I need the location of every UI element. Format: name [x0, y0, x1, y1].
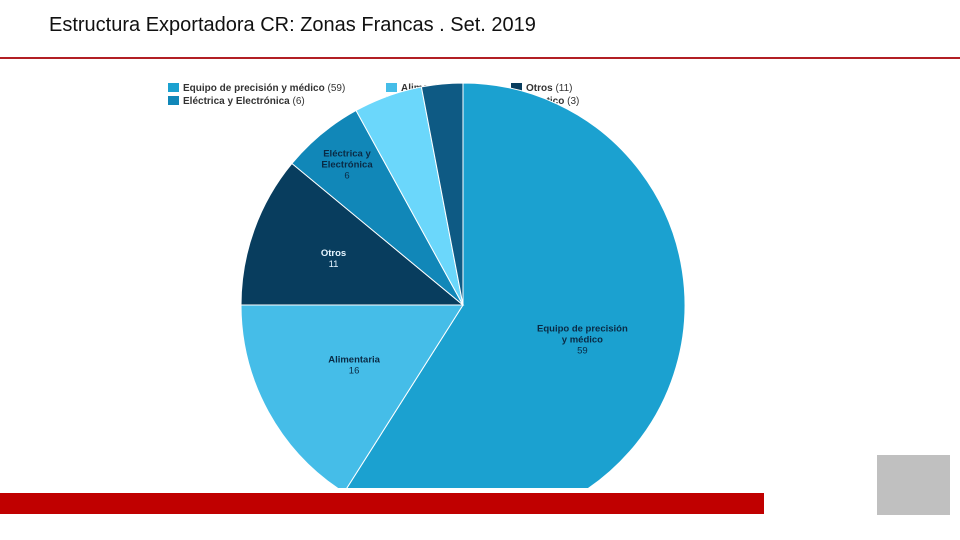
slice-value-text: 16 [349, 365, 360, 376]
slice-label-text: Otros [321, 248, 346, 259]
slice-label-text: Equipo de precisión [537, 324, 628, 335]
pie-chart: Equipo de precisión y médico (59) Aliment… [160, 78, 720, 488]
legend-item-electrica-y-electronica: Eléctrica y Electrónica (6) [168, 96, 305, 107]
legend-label: Otros (11) [526, 83, 573, 94]
slice-value-text: 11 [329, 259, 339, 270]
legend-item-equipo-de-precision-y-medico: Equipo de precisión y médico (59) [168, 83, 345, 94]
slice-value-text: 6 [344, 171, 349, 182]
slide-title: Estructura Exportadora CR: Zonas Francas… [49, 14, 536, 36]
slice-label-text: y médico [562, 335, 603, 346]
footer-red-bar [0, 493, 764, 514]
legend-count: (6) [293, 96, 305, 107]
pie-chart-svg: Equipo de precisión y médico (59) Aliment… [168, 82, 686, 488]
slice-value-text: 59 [577, 346, 588, 357]
legend-item-otros: Otros (11) [511, 83, 573, 94]
slice-label-text: Eléctrica y [323, 149, 371, 160]
legend-label: Equipo de precisión y médico (59) [183, 83, 345, 94]
slice-label-text: Electrónica [321, 160, 373, 171]
slice-label-text: Alimentaria [328, 354, 380, 365]
legend-swatch [386, 83, 397, 92]
corner-placeholder-box [877, 455, 950, 515]
legend-count: (11) [555, 83, 572, 94]
legend-label: Eléctrica y Electrónica (6) [183, 96, 305, 107]
pie-slice-alimentaria [240, 304, 464, 488]
pie-slice-plastico [420, 82, 464, 306]
pie-slice-equipo-de-precision-y-medico [346, 82, 686, 488]
legend-swatch [168, 96, 179, 105]
legend-swatch [168, 83, 179, 92]
legend-count: (59) [327, 83, 345, 94]
pie-slice-otros [240, 162, 465, 306]
legend-swatch [511, 83, 522, 92]
legend-count: (3) [567, 96, 579, 107]
title-divider [0, 57, 960, 59]
